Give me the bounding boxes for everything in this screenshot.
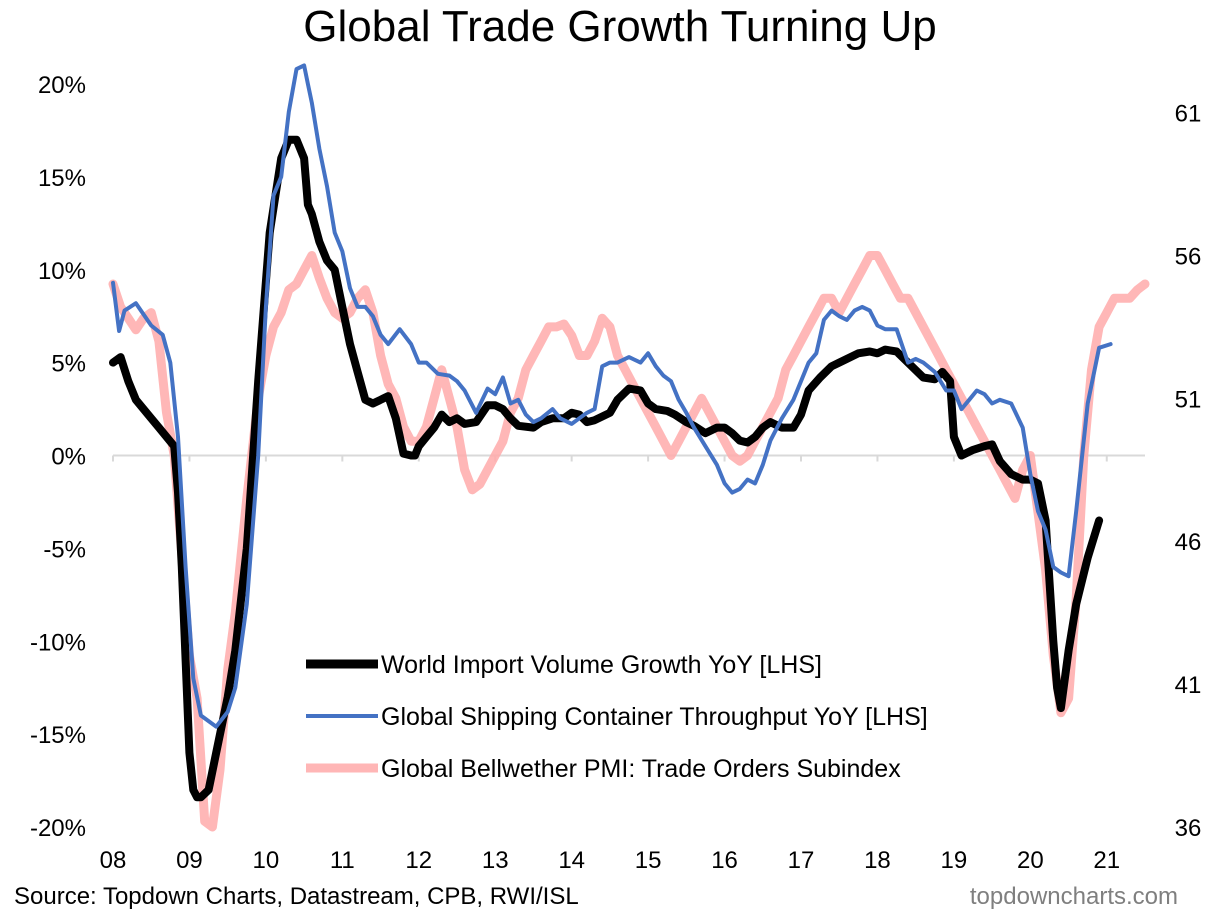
x-axis-tick-label: 20: [1017, 847, 1044, 874]
x-axis-tick-label: 13: [482, 847, 509, 874]
right-axis-tick-label: 51: [1175, 386, 1202, 413]
source-note: Source: Topdown Charts, Datastream, CPB,…: [14, 883, 579, 910]
right-axis-tick-label: 46: [1175, 529, 1202, 556]
x-axis-tick-label: 14: [558, 847, 585, 874]
x-axis-tick-label: 08: [100, 847, 127, 874]
left-axis-tick-label: -5%: [43, 536, 86, 563]
left-axis-tick-label: 20%: [38, 72, 86, 99]
left-axis-tick-label: -15%: [30, 722, 86, 749]
right-axis-tick-label: 36: [1175, 815, 1202, 842]
left-axis-tick-label: 5%: [51, 351, 86, 378]
series-line-1: [111, 63, 1113, 729]
legend-label: World Import Volume Growth YoY [LHS]: [381, 651, 822, 679]
x-axis-tick-label: 12: [405, 847, 432, 874]
chart-title: Global Trade Growth Turning Up: [303, 2, 937, 51]
left-axis-tick-label: 10%: [38, 258, 86, 285]
left-axis-tick-label: -10%: [30, 629, 86, 656]
x-axis-tick-label: 16: [711, 847, 738, 874]
legend-label: Global Bellwether PMI: Trade Orders Subi…: [381, 755, 901, 783]
series-line-0: [109, 135, 1104, 802]
left-axis-tick-label: -20%: [30, 815, 86, 842]
x-axis-tick-label: 10: [253, 847, 280, 874]
legend-label: Global Shipping Container Throughput YoY…: [381, 703, 928, 731]
x-axis-tick-label: 09: [176, 847, 203, 874]
x-axis-tick-label: 15: [635, 847, 662, 874]
x-axis-tick-label: 21: [1093, 847, 1120, 874]
x-axis-tick-label: 17: [788, 847, 815, 874]
right-axis-tick-label: 41: [1175, 672, 1202, 699]
left-axis-tick-label: 15%: [38, 165, 86, 192]
left-axis-tick-label: 0%: [51, 444, 86, 471]
x-axis-tick-label: 19: [941, 847, 968, 874]
brand-watermark: topdowncharts.com: [969, 883, 1178, 910]
series-line-2: [108, 251, 1150, 832]
right-axis-tick-label: 61: [1175, 101, 1202, 128]
right-axis-tick-label: 56: [1175, 243, 1202, 270]
x-axis-tick-label: 18: [864, 847, 891, 874]
x-axis-tick-label: 11: [330, 847, 355, 874]
